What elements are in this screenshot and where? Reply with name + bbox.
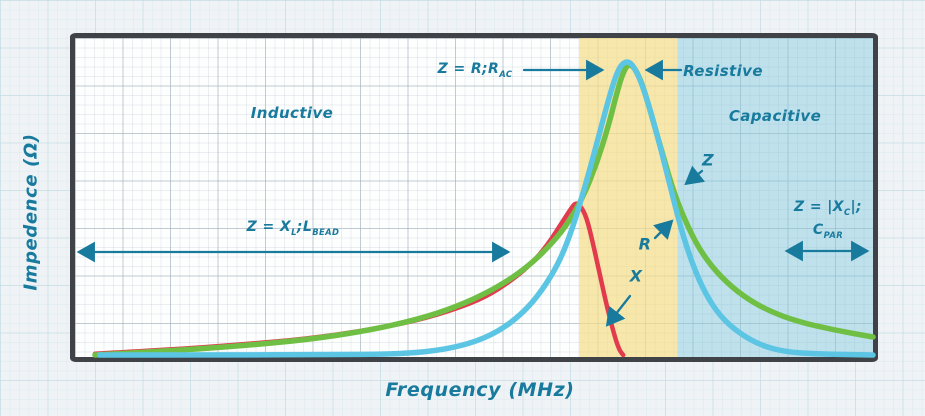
xc-formula-line2: CPAR [794, 221, 862, 244]
xl-formula-sub1: L [291, 226, 297, 237]
rac-formula-main: Z = R;R [437, 61, 500, 78]
curve-label-r: R [638, 234, 652, 254]
curve-label-x: X [629, 266, 643, 286]
xc-formula-line1: Z = |XC|; [794, 198, 862, 221]
xl-formula: Z = XL;LBEAD [247, 219, 340, 237]
region-label-resistive: Resistive [683, 62, 763, 80]
region-label-capacitive: Capacitive [728, 107, 822, 125]
rac-formula: Z = R;RAC [438, 61, 513, 79]
region-label-inductive: Inductive [250, 104, 334, 122]
y-axis-label: Impedence (Ω) [20, 133, 42, 291]
curve-label-z: Z [701, 150, 715, 170]
xl-formula-sub2: BEAD [312, 226, 340, 237]
xc-formula: Z = |XC|; CPAR [794, 198, 862, 244]
x-axis-label: Frequency (MHz) [385, 379, 575, 401]
plot-area [70, 33, 878, 362]
rac-formula-sub: AC [499, 68, 513, 79]
xc-line1-main: Z = |X [794, 199, 844, 216]
xc-line1-sub: C [843, 207, 851, 217]
xc-line2-sub: PAR [823, 229, 844, 240]
xl-formula-main: Z = X [246, 219, 292, 236]
xc-line1-post: |; [850, 199, 862, 216]
xc-line2-main: C [812, 222, 824, 238]
xl-formula-mid: ;L [296, 219, 313, 236]
